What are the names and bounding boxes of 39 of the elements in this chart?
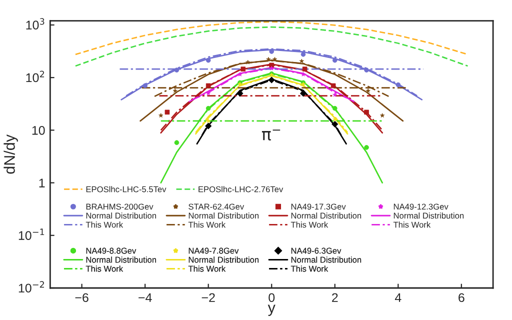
legend-label: EPOSlhc-LHC-2.76Tev [198,186,284,192]
y-tick-label: 10$^{−1}$ [18,228,44,240]
legend-label: Normal Distribution [291,212,362,219]
legend-label: Normal Distribution [86,256,156,263]
legend-label: NA49-6.3Gev [291,248,342,254]
y-tick-label: 10$^{−2}$ [18,281,44,293]
legend-label: This Work [86,266,124,272]
legend-label: NA49-7.8Gev [188,248,239,254]
legend-label: NA49-12.3Gev [394,204,448,210]
x-tick-label: 6 [458,293,464,302]
x-axis-title: y [268,304,276,316]
x-tick-label: 2 [332,293,338,302]
annotation: π$^{−}$ [262,130,280,140]
x-tick-label: −2 [202,293,215,302]
y-axis-title: dN/dy [4,134,18,174]
legend-label: This Work [393,222,431,228]
legend-label: This Work [188,266,226,272]
legend-label: This Work [188,222,226,228]
legend-label: Normal Distribution [188,212,259,219]
y-tick-label: 1 [39,178,45,188]
legend-label: Normal Distribution [188,256,259,263]
legend-label: Normal Distribution [394,212,464,219]
legend-label: BRAHMS-200Gev [86,204,154,210]
x-tick-label: −6 [75,293,88,302]
legend-label: This Work [290,222,328,228]
legend-label: EPOSlhc-LHC-5.5Tev [86,186,166,192]
legend-label: NA49-17.3Gev [291,204,346,210]
x-tick-label: 4 [394,293,402,302]
legend-label: Normal Distribution [86,212,156,219]
y-tick-label: 10$^{2}$ [26,70,44,82]
legend-label: Normal Distribution [291,256,362,263]
legend-label: This Work [290,266,328,272]
legend-label: NA49-8.8Gev [86,248,136,254]
legend-label: STAR-62.4Gev [188,204,244,210]
x-tick-label: 0 [268,293,275,302]
legend-label: This Work [86,222,124,228]
y-tick-label: 10 [32,126,45,135]
x-tick-label: −4 [138,293,152,302]
y-tick-label: 10$^{3}$ [26,18,44,30]
